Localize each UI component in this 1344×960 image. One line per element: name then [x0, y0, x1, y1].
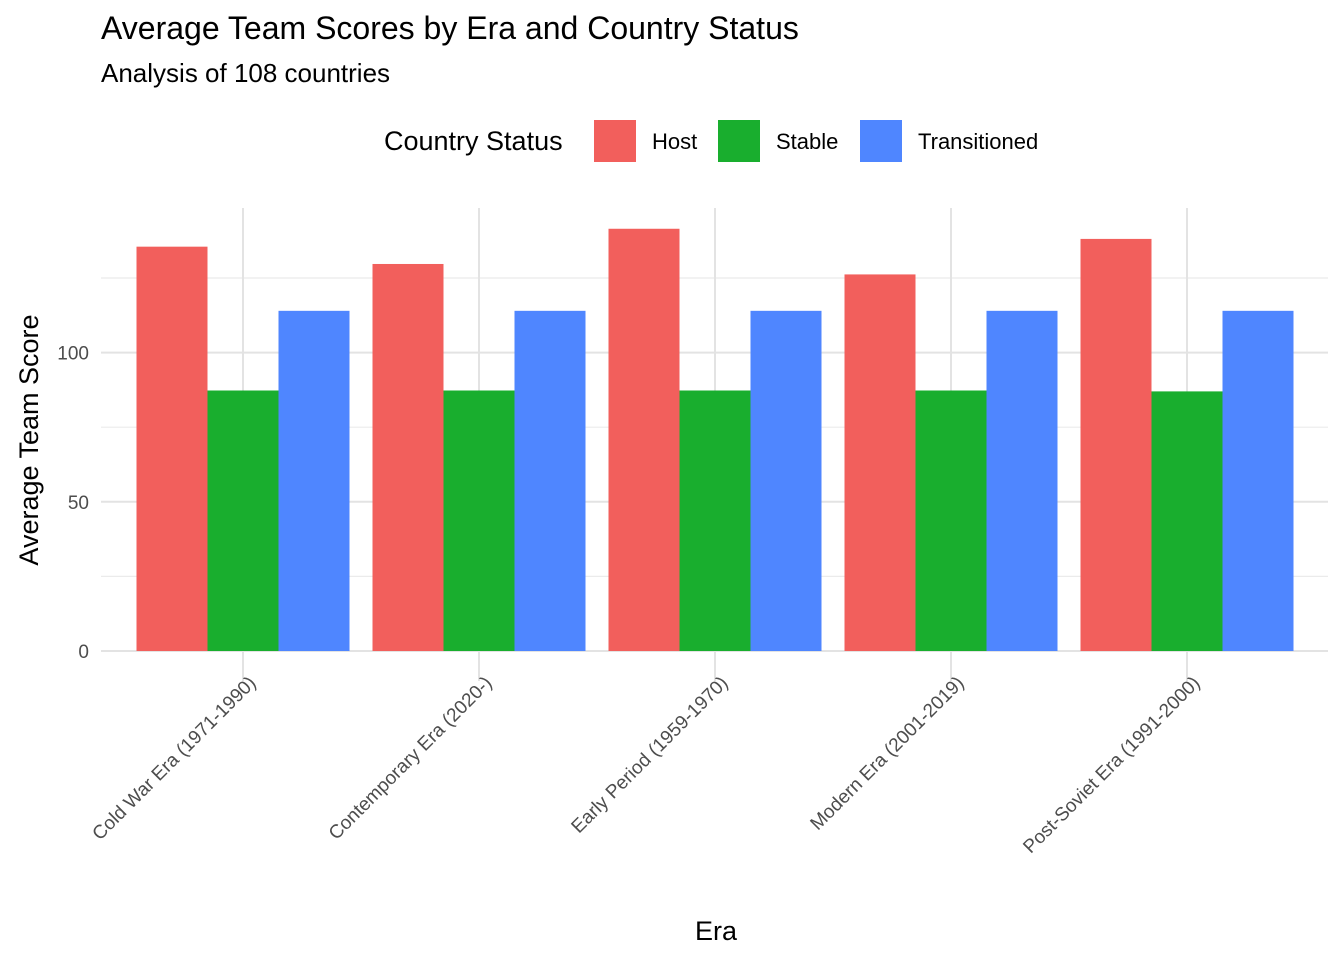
- y-axis-title: Average Team Score: [14, 314, 44, 565]
- bar-stable-2: [679, 390, 751, 651]
- bar-transitioned-3: [986, 310, 1058, 651]
- legend-label-transitioned: Transitioned: [918, 129, 1039, 154]
- x-axis-title: Era: [695, 916, 738, 946]
- legend-key-host: [594, 120, 636, 162]
- bar-stable-4: [1151, 391, 1223, 651]
- bars: [136, 228, 1294, 651]
- legend-title: Country Status: [384, 126, 563, 156]
- bar-host-2: [608, 228, 680, 651]
- bar-stable-3: [915, 390, 987, 651]
- legend-label-host: Host: [652, 129, 698, 154]
- bar-transitioned-1: [514, 310, 586, 651]
- bar-transitioned-2: [750, 310, 822, 651]
- bar-stable-0: [207, 390, 279, 651]
- legend-label-stable: Stable: [776, 129, 839, 154]
- bar-host-3: [844, 274, 916, 651]
- bar-stable-1: [443, 390, 515, 651]
- y-tick-label: 100: [57, 344, 89, 365]
- bar-host-4: [1080, 238, 1152, 651]
- legend-key-transitioned: [860, 120, 902, 162]
- chart-title: Average Team Scores by Era and Country S…: [101, 10, 799, 46]
- bar-transitioned-0: [278, 310, 350, 651]
- x-tick-label: Post-Soviet Era (1991-2000): [1019, 673, 1204, 858]
- y-tick-label: 0: [78, 642, 89, 663]
- x-tick-label: Contemporary Era (2020-): [325, 673, 497, 845]
- y-tick-label: 50: [68, 493, 89, 514]
- x-tick-label: Modern Era (2001-2019): [807, 673, 969, 835]
- x-tick-label: Early Period (1959-1970): [568, 673, 733, 838]
- y-axis-ticks: 0 50 100: [57, 344, 89, 663]
- bar-transitioned-4: [1222, 310, 1294, 651]
- bar-host-0: [136, 246, 208, 651]
- legend-key-stable: [718, 120, 760, 162]
- legend: Country Status Host Stable Transitioned: [0, 120, 1344, 162]
- bar-host-1: [372, 263, 444, 651]
- chart-subtitle: Analysis of 108 countries: [101, 58, 391, 88]
- x-axis-ticks: Cold War Era (1971-1990) Contemporary Era…: [89, 673, 1205, 858]
- x-tick-label: Cold War Era (1971-1990): [89, 673, 261, 845]
